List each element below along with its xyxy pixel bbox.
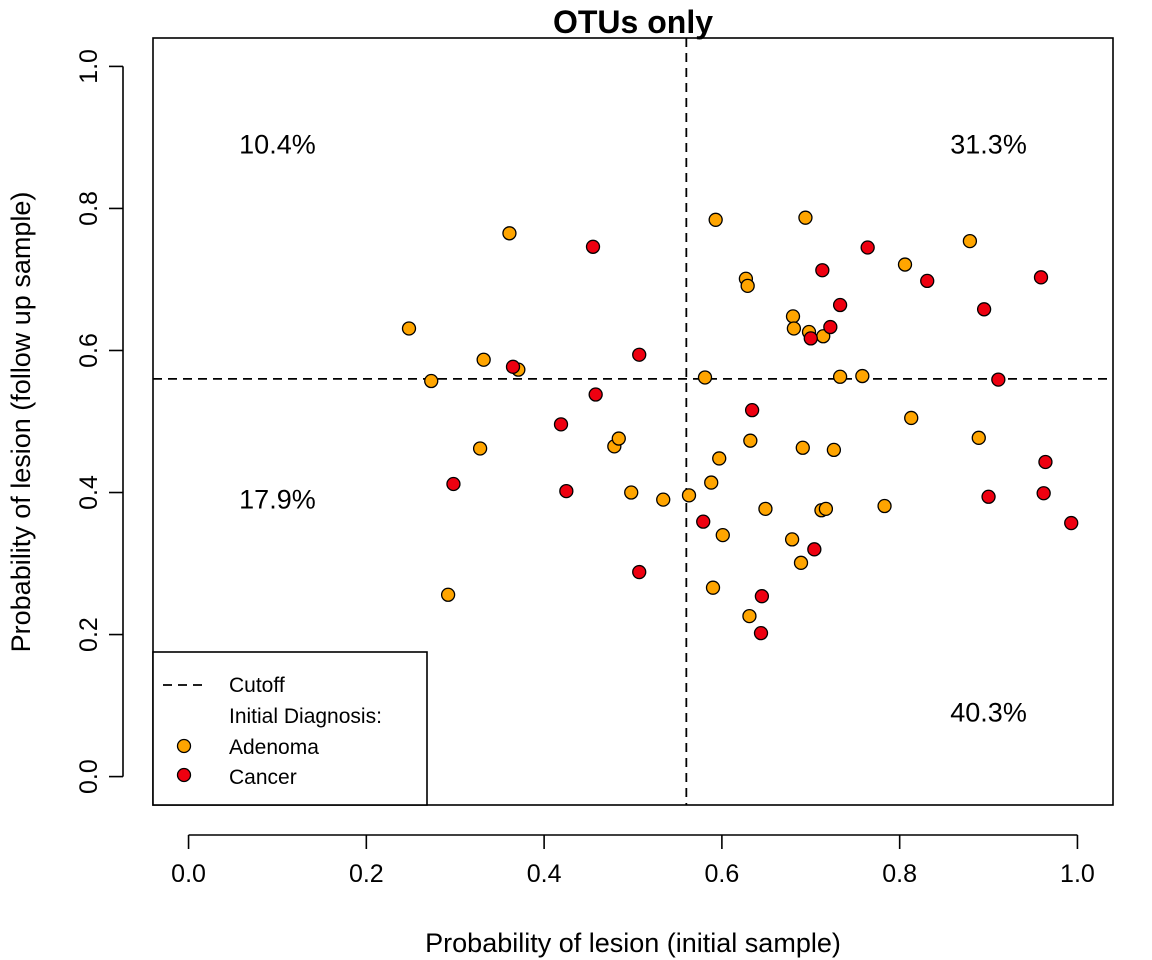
cancer-point: [981, 489, 996, 504]
y-axis-title: Probability of lesion (follow up sample): [6, 192, 36, 653]
adenoma-point: [971, 430, 986, 445]
adenoma-point: [904, 410, 919, 426]
cancer-point: [860, 240, 875, 255]
cancer-point: [815, 263, 830, 278]
quadrant-percentage: 17.9%: [239, 485, 316, 515]
y-tick-label: 0.2: [75, 617, 103, 652]
cancer-point: [823, 319, 838, 335]
cancer-point: [696, 514, 711, 529]
cancer-point: [803, 331, 818, 346]
legend-cancer-label: Cancer: [229, 766, 297, 789]
quadrant-annotations: 10.4% 31.3% 17.9% 40.3%: [239, 130, 1027, 728]
legend-header: Initial Diagnosis:: [229, 705, 382, 728]
adenoma-point: [476, 352, 491, 367]
adenoma-point: [712, 451, 727, 466]
adenoma-point: [401, 321, 417, 336]
quadrant-percentage: 40.3%: [950, 698, 1027, 728]
cancer-point: [1064, 515, 1079, 531]
adenoma-point: [818, 501, 834, 517]
adenoma-point: [705, 580, 721, 595]
x-tick-label: 0.8: [882, 860, 917, 888]
legend-cancer-marker: [176, 767, 192, 783]
adenoma-point: [704, 475, 719, 490]
adenoma-point: [656, 492, 671, 507]
cancer-point: [588, 387, 603, 402]
adenoma-point: [708, 212, 723, 227]
cancer-point: [1033, 270, 1049, 285]
adenoma-point: [786, 321, 802, 336]
adenoma-point: [795, 440, 810, 455]
quadrant-percentage: 31.3%: [950, 130, 1027, 160]
adenoma-point: [697, 370, 713, 385]
legend-adenoma-marker: [176, 738, 192, 754]
x-tick-label: 0.2: [349, 860, 384, 888]
adenoma-point: [793, 555, 809, 570]
adenoma-point: [624, 485, 639, 500]
plot-frame: [152, 37, 1114, 806]
cancer-point: [553, 417, 569, 432]
x-tick-label: 1.0: [1060, 860, 1095, 888]
legend: Cutoff Initial Diagnosis: Adenoma Cancer: [152, 651, 428, 806]
y-tick-label: 0.8: [75, 191, 103, 226]
quadrant-percentage: 10.4%: [239, 130, 316, 160]
adenoma-point: [785, 309, 801, 324]
adenoma-point: [798, 210, 813, 225]
adenoma-point: [855, 368, 870, 384]
cancer-point: [920, 273, 935, 289]
cancer-point: [1038, 454, 1053, 470]
cancer-point: [632, 564, 647, 580]
adenoma-point: [715, 527, 730, 543]
cancer-point: [632, 347, 647, 362]
y-tick-label: 1.0: [75, 49, 103, 84]
adenoma-point: [472, 441, 488, 456]
legend-adenoma-label: Adenoma: [229, 736, 319, 759]
cancer-point: [754, 589, 770, 604]
data-points: [401, 210, 1079, 641]
adenoma-point: [611, 431, 626, 446]
adenoma-point: [502, 226, 517, 241]
cancer-point: [832, 297, 848, 313]
cancer-point: [585, 239, 601, 254]
cancer-point: [1036, 486, 1051, 501]
legend-cutoff-label: Cutoff: [229, 674, 285, 697]
cancer-point: [753, 625, 769, 641]
cancer-point: [976, 302, 992, 317]
cancer-point: [559, 483, 574, 499]
cancer-point: [505, 359, 521, 374]
adenoma-point: [743, 433, 758, 448]
adenoma-point: [832, 369, 848, 384]
y-tick-label: 0.0: [75, 759, 103, 794]
y-tick-label: 0.4: [75, 475, 103, 510]
adenoma-point: [758, 501, 773, 517]
x-tick-label: 0.4: [527, 860, 562, 888]
legend-box: [152, 651, 428, 806]
adenoma-point: [784, 532, 800, 547]
adenoma-point: [897, 257, 913, 272]
chart-title: OTUs only: [553, 4, 713, 40]
y-tick-label: 0.6: [75, 333, 103, 368]
adenoma-point: [740, 278, 755, 294]
cancer-point: [446, 476, 461, 492]
x-tick-label: 0.0: [171, 860, 206, 888]
adenoma-point: [742, 608, 757, 624]
adenoma-point: [440, 587, 456, 602]
adenoma-point: [962, 233, 978, 249]
cancer-point: [807, 542, 822, 557]
adenoma-point: [424, 373, 439, 389]
cancer-point: [744, 402, 760, 418]
adenoma-point: [681, 488, 697, 503]
axes: 0.0 0.2 0.4 0.6 0.8 1.0 0.0 0.2 0.4 0.6 0.8 1.0: [75, 49, 1095, 888]
x-axis-title: Probability of lesion (initial sample): [425, 928, 841, 958]
cutoff-lines: [153, 38, 1113, 805]
adenoma-point: [877, 498, 892, 514]
cancer-point: [991, 372, 1006, 387]
x-tick-label: 0.6: [705, 860, 740, 888]
adenoma-point: [826, 442, 842, 458]
